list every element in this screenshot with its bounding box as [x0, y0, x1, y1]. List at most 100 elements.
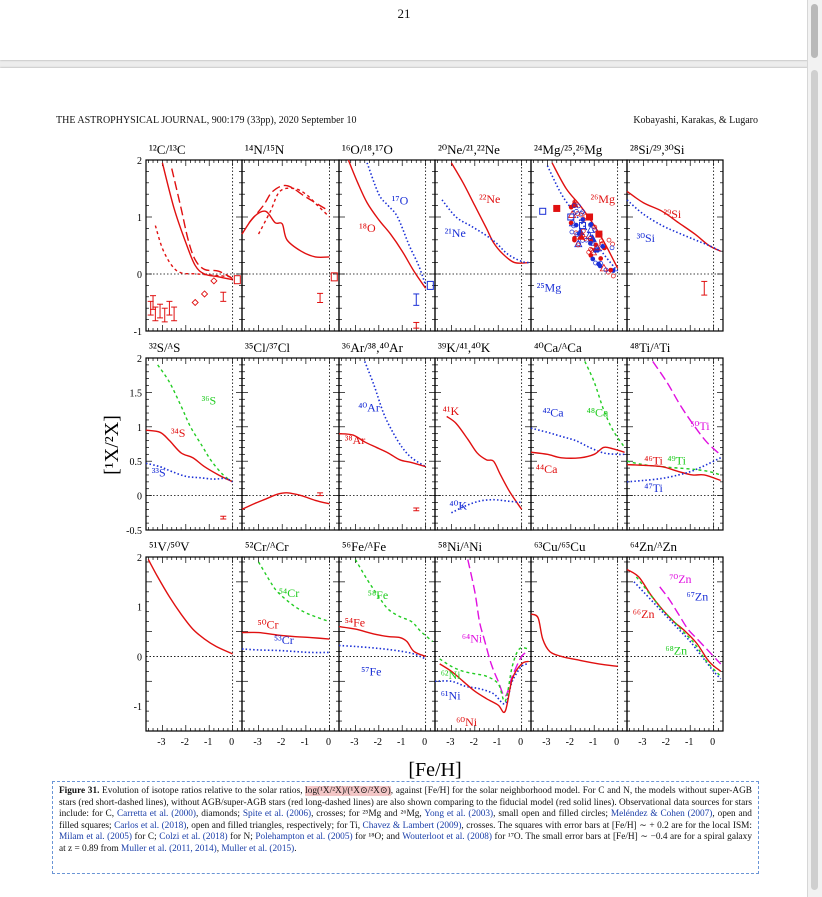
model-curve — [145, 429, 233, 483]
triangle-marker — [585, 231, 594, 239]
caption-text: Evolution of isotope ratios relative to … — [99, 786, 306, 796]
caption-text: for C; — [131, 832, 160, 843]
x-tick-label: -1 — [301, 737, 309, 748]
caption-text: , open and filled squares; — [59, 809, 752, 831]
species-label: ⁶⁷Zn — [687, 590, 709, 604]
circle-marker — [609, 245, 615, 251]
vertical-scrollbar[interactable] — [807, 0, 822, 897]
panel-title: ⁵⁸Ni/ᴬNi — [438, 539, 483, 554]
model-curve — [626, 457, 722, 483]
panel-title: ²⁴Mg/²⁵,²⁶Mg — [534, 142, 603, 157]
panel-frame — [626, 159, 724, 332]
scrollbar-thumb[interactable] — [811, 4, 818, 58]
model-curve — [635, 576, 722, 677]
circle-marker — [592, 224, 598, 230]
citation-link[interactable]: Polehampton et al. (2005) — [255, 832, 353, 843]
caption-text: , open and filled triangles, respectivel… — [186, 820, 363, 831]
x-tick-label: -1 — [493, 737, 501, 748]
citation-link[interactable]: Yong et al. (2003) — [424, 809, 494, 820]
model-curve — [347, 159, 427, 289]
y-tick-label: 1 — [137, 213, 142, 224]
x-tick-label: 0 — [326, 737, 331, 748]
citation-link[interactable]: Meléndez & Cohen (2007) — [610, 809, 713, 820]
triangle-marker — [592, 242, 602, 251]
panel-frame — [338, 556, 436, 732]
species-label: ⁵⁰Cr — [258, 617, 279, 631]
x-tick-label: 0 — [614, 737, 619, 748]
figure-labels: 2 1 0 -1 2 1.5 1 0.5 0 -0.5 2 1 0 -1 -3 -2 -1 0 -3 -2 -1 0 -3 -… — [101, 142, 715, 781]
x-tick-label: -3 — [157, 737, 165, 748]
circle-marker — [595, 247, 600, 253]
circle-marker — [572, 235, 577, 241]
citation-link[interactable]: Spite et al. (2006) — [242, 809, 312, 820]
panel-title: ⁴⁰Ca/ᴬCa — [534, 340, 582, 355]
panel-frame — [338, 159, 436, 332]
model-curve — [241, 210, 330, 259]
running-head-journal: THE ASTROPHYSICAL JOURNAL, 900:179 (33pp… — [56, 115, 357, 126]
circle-marker — [590, 256, 596, 262]
species-label: ⁴⁷Ti — [644, 481, 663, 495]
model-curve — [450, 162, 529, 264]
panel-title: ³⁵Cl/³⁷Cl — [245, 340, 290, 355]
panel-title: ⁶⁴Zn/ᴬZn — [630, 539, 678, 554]
species-label: ⁵⁴Cr — [279, 586, 299, 600]
panel-title: ³²S/ᴬS — [149, 340, 180, 355]
x-tick-label: -3 — [638, 737, 646, 748]
species-label: ⁴¹K — [443, 404, 460, 418]
model-curve — [354, 559, 434, 643]
panel-frames — [145, 159, 724, 732]
model-curve — [248, 184, 330, 224]
circle-marker — [603, 267, 609, 273]
panel-title: ¹⁶O/¹⁸,¹⁷O — [342, 142, 393, 157]
square-marker — [233, 275, 241, 285]
caption-label: Figure 31. — [59, 786, 100, 796]
y-tick-label: 1 — [137, 423, 142, 434]
y-tick-label: 2 — [137, 354, 142, 365]
model-curve — [364, 361, 427, 468]
circle-marker — [610, 241, 615, 247]
species-label: ⁷⁰Zn — [669, 572, 691, 586]
panel-frame — [626, 357, 724, 531]
model-curve — [551, 162, 619, 269]
model-curve — [161, 162, 233, 281]
species-label: ³⁰Si — [637, 231, 656, 245]
x-tick-label: 0 — [710, 737, 715, 748]
circle-marker — [580, 217, 586, 222]
model-curve — [467, 559, 530, 697]
y-tick-label: 1 — [137, 603, 142, 614]
citation-link[interactable]: Carretta et al. (2000) — [116, 809, 197, 820]
model-curve — [366, 162, 427, 286]
diamond-marker — [200, 290, 209, 298]
citation-link[interactable]: Chavez & Lambert (2009) — [362, 820, 462, 831]
circle-marker — [596, 261, 601, 267]
scrollbar-thumb-lower[interactable] — [811, 70, 818, 890]
citation-link[interactable]: Muller et al. (2011, 2014) — [121, 843, 217, 854]
circle-marker — [574, 209, 579, 214]
model-curve — [257, 561, 330, 623]
y-tick-label: -1 — [134, 702, 142, 713]
citation-link[interactable]: Colzi et al. (2018) — [159, 832, 228, 843]
triangle-marker — [586, 225, 596, 233]
model-curve — [626, 568, 722, 672]
square-marker — [586, 213, 594, 221]
citation-link[interactable]: Milam et al. (2005) — [59, 832, 132, 843]
circle-marker — [575, 242, 581, 248]
citation-link[interactable]: Wouterloot et al. (2008) — [402, 832, 492, 843]
citation-link[interactable]: Carlos et al. (2018) — [114, 820, 187, 831]
species-label: ³⁶S — [202, 393, 216, 407]
species-label: ²¹Ne — [445, 226, 466, 240]
caption-text: , diamonds; — [196, 809, 243, 820]
circle-marker — [588, 240, 593, 246]
x-tick-label: 0 — [229, 737, 234, 748]
circle-marker — [606, 237, 612, 243]
species-label: ²⁵Mg — [537, 281, 561, 295]
panel-title: ⁵²Cr/ᴬCr — [245, 539, 289, 554]
model-curve — [451, 498, 522, 514]
model-curve — [439, 646, 529, 703]
species-label: ¹⁷O — [392, 193, 409, 207]
y-tick-label: 0 — [137, 652, 142, 663]
circle-marker — [568, 220, 574, 226]
citation-link[interactable]: Muller et al. (2015) — [221, 843, 295, 854]
panel-frame — [145, 357, 243, 531]
model-curve — [171, 168, 233, 280]
